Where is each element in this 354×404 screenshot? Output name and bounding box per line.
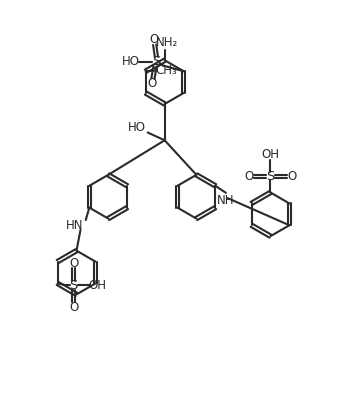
Text: NH₂: NH₂ — [156, 36, 179, 49]
Text: OH: OH — [89, 279, 107, 292]
Text: O: O — [150, 33, 159, 46]
Text: O: O — [69, 257, 79, 270]
Text: S: S — [70, 279, 78, 292]
Text: S: S — [152, 55, 161, 68]
Text: O: O — [244, 170, 253, 183]
Text: CH₃: CH₃ — [155, 64, 177, 77]
Text: HN: HN — [66, 219, 83, 232]
Text: HO: HO — [122, 55, 140, 68]
Text: O: O — [288, 170, 297, 183]
Text: S: S — [266, 170, 275, 183]
Text: OH: OH — [262, 148, 279, 161]
Text: O: O — [69, 301, 79, 314]
Text: O: O — [148, 77, 157, 90]
Text: HO: HO — [128, 122, 146, 135]
Text: NH: NH — [217, 194, 235, 207]
